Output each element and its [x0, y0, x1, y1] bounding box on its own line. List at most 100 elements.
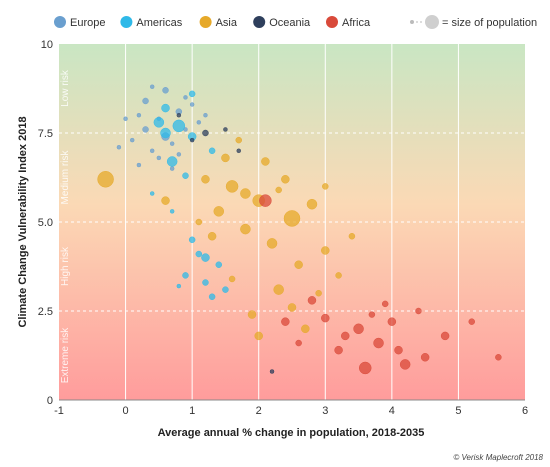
- data-point-americas: [208, 147, 216, 155]
- data-point-americas: [153, 117, 165, 128]
- data-point-oceania: [202, 129, 209, 137]
- data-point-asia: [240, 223, 251, 235]
- legend-label-oceania: Oceania: [269, 17, 311, 29]
- data-point-oceania: [189, 137, 195, 143]
- data-point-americas: [202, 279, 209, 286]
- data-point-asia: [348, 232, 356, 240]
- data-point-asia: [213, 206, 225, 217]
- data-point-asia: [287, 303, 297, 312]
- data-point-asia: [261, 157, 270, 166]
- data-point-africa: [368, 311, 376, 318]
- data-point-europe: [189, 102, 195, 107]
- data-point-asia: [225, 180, 239, 193]
- data-point-africa: [381, 300, 389, 308]
- data-point-europe: [142, 126, 149, 133]
- data-point-americas: [182, 172, 189, 179]
- data-point-americas: [166, 156, 178, 167]
- size-legend-large: [425, 15, 439, 29]
- data-point-africa: [358, 361, 372, 375]
- data-point-europe: [162, 87, 169, 94]
- data-point-asia: [97, 171, 114, 188]
- data-point-americas: [188, 90, 196, 98]
- data-point-europe: [176, 152, 182, 157]
- data-point-africa: [399, 359, 411, 370]
- y-tick-label: 7.5: [38, 128, 53, 140]
- data-point-europe: [203, 112, 208, 118]
- data-point-americas: [201, 253, 210, 262]
- legend-label-europe: Europe: [70, 17, 105, 29]
- y-tick-label: 2.5: [38, 306, 53, 318]
- risk-band-label: Medium risk: [60, 150, 71, 205]
- data-point-asia: [201, 175, 210, 184]
- data-point-asia: [240, 188, 251, 199]
- data-point-asia: [254, 331, 263, 341]
- data-point-africa: [259, 194, 272, 207]
- data-point-asia: [283, 210, 301, 227]
- data-point-africa: [440, 331, 450, 341]
- data-point-asia: [273, 284, 284, 295]
- data-point-asia: [281, 175, 290, 184]
- x-tick-label: 4: [389, 405, 395, 417]
- data-point-africa: [341, 331, 350, 341]
- data-point-africa: [353, 323, 364, 335]
- data-point-americas: [215, 261, 223, 268]
- data-point-africa: [321, 313, 330, 323]
- data-point-asia: [161, 196, 170, 205]
- x-tick-label: 6: [522, 405, 528, 417]
- data-point-europe: [129, 137, 135, 143]
- x-tick-label: 2: [256, 405, 262, 417]
- data-point-africa: [420, 353, 430, 362]
- data-point-asia: [266, 238, 278, 249]
- data-point-americas: [149, 191, 155, 196]
- y-tick-label: 0: [47, 395, 53, 407]
- y-axis-title: Climate Change Vulnerability Index 2018: [17, 116, 29, 327]
- legend-marker-americas: [120, 16, 133, 28]
- data-point-asia: [322, 183, 329, 190]
- data-point-africa: [307, 296, 317, 305]
- x-tick-label: -1: [54, 405, 64, 417]
- legend-marker-africa: [326, 16, 338, 28]
- data-point-europe: [149, 148, 155, 154]
- y-tick-label: 5.0: [38, 217, 53, 229]
- data-point-americas: [176, 283, 182, 289]
- risk-band-label: High risk: [60, 246, 71, 286]
- data-point-africa: [394, 345, 403, 355]
- data-point-europe: [123, 116, 128, 122]
- data-point-americas: [208, 293, 216, 301]
- data-point-europe: [196, 120, 202, 125]
- data-point-oceania: [176, 112, 182, 118]
- legend-marker-oceania: [253, 16, 266, 28]
- data-point-africa: [281, 317, 290, 326]
- data-point-americas: [169, 209, 175, 214]
- data-point-europe: [156, 155, 162, 161]
- data-point-europe: [183, 95, 188, 100]
- data-point-africa: [468, 318, 475, 325]
- axes: -1 0 1 2 3 4 5 602.55.07.510: [38, 39, 528, 417]
- data-point-africa: [334, 345, 343, 355]
- data-point-americas: [188, 236, 196, 244]
- data-point-americas: [222, 286, 229, 293]
- data-point-asia: [306, 198, 318, 210]
- data-point-europe: [169, 141, 175, 146]
- data-point-asia: [228, 275, 236, 283]
- data-point-americas: [172, 119, 186, 133]
- data-point-oceania: [236, 148, 241, 154]
- data-point-oceania: [269, 369, 275, 374]
- legend-marker-asia: [199, 16, 212, 28]
- x-tick-label: 0: [123, 405, 129, 417]
- risk-band-label: Low risk: [60, 69, 71, 107]
- data-point-asia: [294, 260, 303, 269]
- credit-text: © Verisk Maplecroft 2018: [453, 453, 543, 462]
- data-point-europe: [136, 112, 142, 118]
- data-point-americas: [161, 103, 170, 113]
- data-point-africa: [373, 337, 384, 349]
- size-legend-small: [410, 20, 414, 24]
- x-tick-label: 5: [455, 405, 461, 417]
- data-point-asia: [301, 324, 310, 334]
- data-point-asia: [335, 272, 342, 279]
- x-tick-label: 3: [322, 405, 328, 417]
- data-point-africa: [387, 317, 397, 326]
- data-point-africa: [415, 307, 422, 315]
